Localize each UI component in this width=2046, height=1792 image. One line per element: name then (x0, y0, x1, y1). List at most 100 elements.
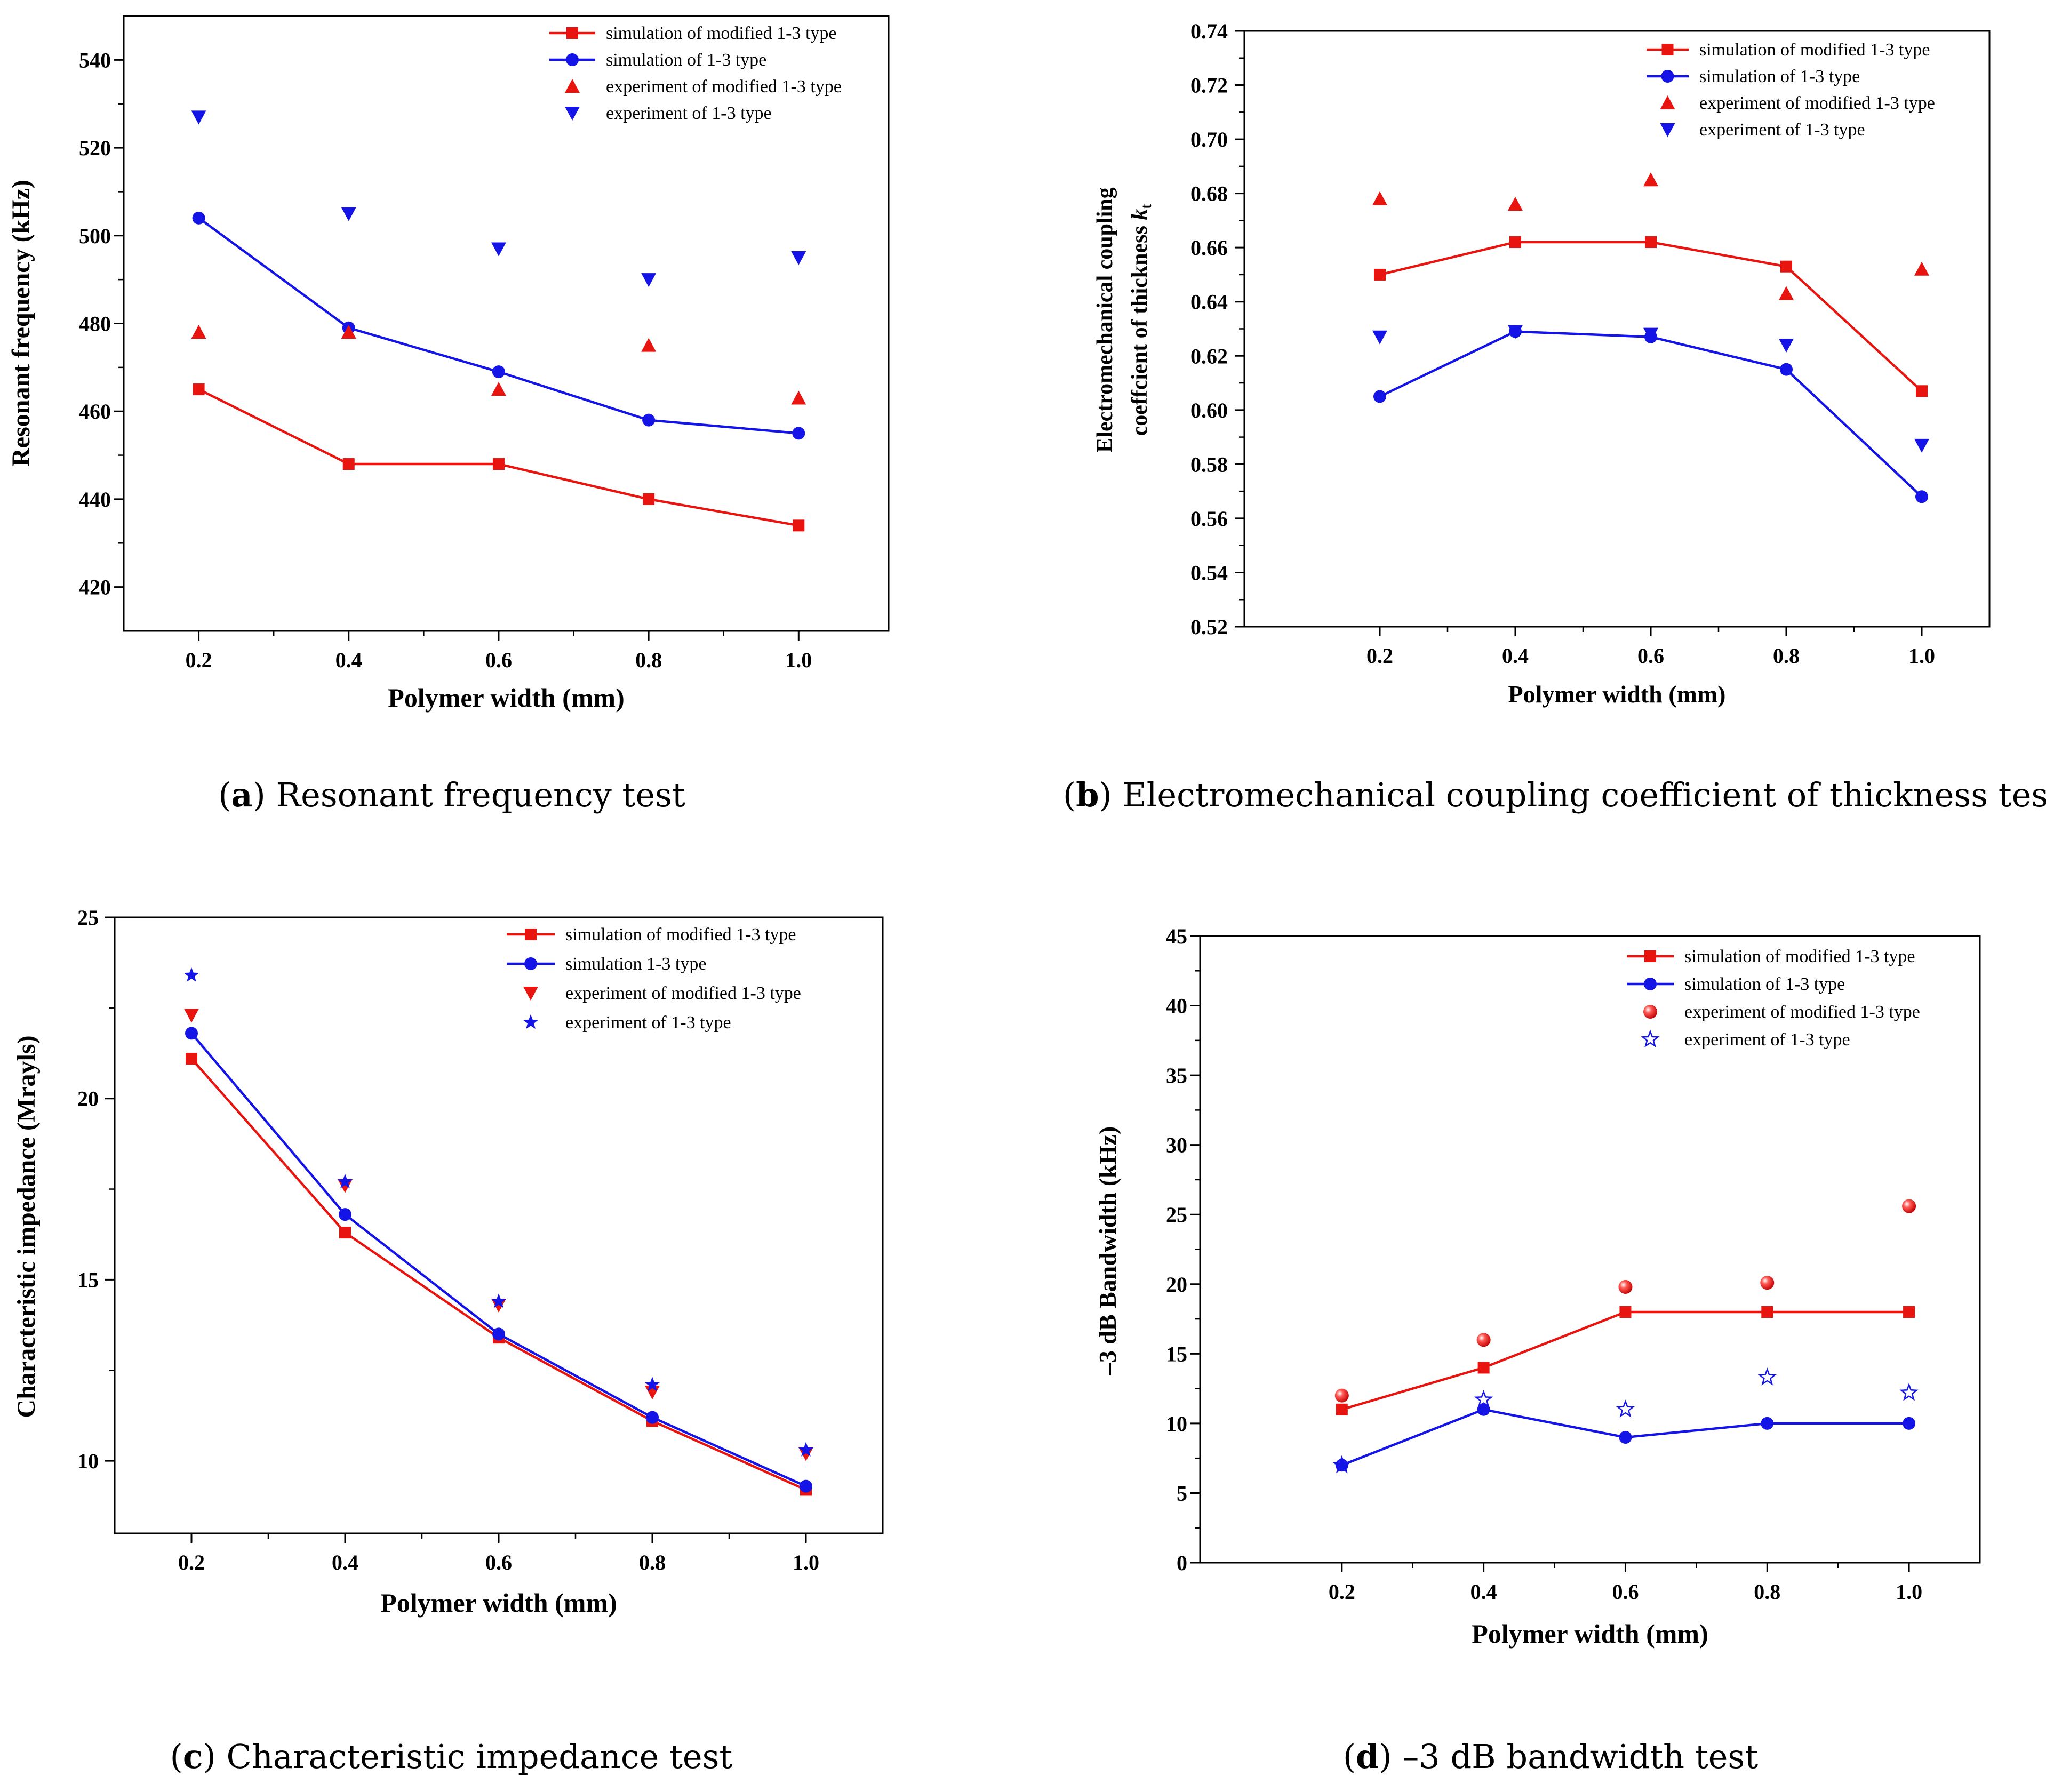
data-point (1779, 286, 1794, 300)
legend-marker (1660, 123, 1675, 137)
data-point (185, 1027, 198, 1040)
y-tick-label: 0.72 (1190, 74, 1228, 98)
data-point (791, 390, 806, 405)
y-axis-title: Characteristic impedance (Mrayls) (12, 1035, 41, 1418)
legend-marker (1644, 978, 1657, 990)
data-point (183, 967, 199, 982)
y-tick-label: 0.60 (1190, 398, 1228, 422)
legend-marker (1661, 44, 1674, 55)
y-tick-label: 0.74 (1190, 19, 1228, 43)
data-point (1643, 172, 1658, 187)
data-point (1780, 363, 1793, 376)
data-point (1761, 1306, 1773, 1318)
data-point (191, 324, 206, 339)
data-point (793, 519, 805, 532)
data-point (491, 1293, 507, 1308)
y-tick-label: 25 (1166, 1203, 1187, 1227)
y-tick-label: 420 (79, 575, 111, 599)
series-3 (183, 967, 814, 1457)
legend: simulation of modified 1-3 type simulatio… (549, 23, 842, 123)
series-2 (1372, 172, 1929, 300)
data-point (193, 383, 205, 396)
series-0 (193, 383, 805, 532)
data-point (643, 493, 655, 505)
legend-marker (525, 929, 537, 940)
data-point (491, 382, 506, 396)
x-tick-label: 0.6 (485, 648, 512, 672)
data-point (1903, 1417, 1916, 1430)
data-point (492, 458, 505, 470)
y-tick-label: 20 (77, 1087, 99, 1111)
series-0 (1336, 1306, 1915, 1415)
legend-marker (565, 107, 580, 121)
x-tick-label: 0.6 (485, 1550, 512, 1574)
x-tick-label: 0.8 (639, 1550, 666, 1574)
y-tick-label: 15 (77, 1268, 99, 1292)
x-tick-label: 0.8 (1773, 644, 1800, 668)
legend-label: simulation of modified 1-3 type (606, 23, 837, 43)
legend-label: simulation of 1-3 type (606, 50, 766, 70)
y-tick-label: 30 (1166, 1133, 1187, 1157)
legend-label: simulation of 1-3 type (1684, 974, 1845, 994)
x-axis-title: Polymer width (mm) (388, 683, 624, 713)
data-point (1643, 327, 1658, 342)
legend-label: experiment of 1-3 type (606, 103, 772, 123)
y-axis-title-line2: coeffcient of thickness kt (1128, 204, 1154, 436)
series-line (1341, 1310, 1909, 1411)
data-point (191, 110, 206, 125)
series-0 (1374, 236, 1928, 397)
data-point (641, 273, 657, 287)
data-point (1374, 268, 1386, 281)
x-tick-label: 0.2 (186, 648, 212, 672)
y-tick-label: 540 (79, 48, 111, 72)
series-line (1379, 330, 1923, 498)
y-tick-label: 25 (77, 906, 99, 930)
data-point (1332, 1455, 1352, 1474)
y-tick-label: 40 (1166, 994, 1187, 1018)
data-point (341, 207, 356, 221)
legend-marker (1641, 1029, 1660, 1047)
data-point (1477, 1362, 1490, 1374)
x-tick-label: 1.0 (785, 648, 812, 672)
series-3 (1332, 1367, 1919, 1474)
legend-label: experiment of 1-3 type (1684, 1030, 1850, 1050)
series-2 (191, 324, 806, 405)
y-tick-label: 0.52 (1190, 615, 1228, 639)
y-tick-label: 500 (79, 224, 111, 248)
data-point (1373, 390, 1386, 403)
data-point (798, 1442, 814, 1457)
y-tick-label: 460 (79, 399, 111, 423)
x-tick-label: 1.0 (793, 1550, 819, 1574)
data-point (642, 413, 656, 427)
x-tick-label: 0.6 (1612, 1580, 1639, 1604)
data-point (1902, 1199, 1916, 1213)
data-point (341, 324, 356, 339)
legend-marker (1660, 95, 1675, 109)
data-point (644, 1377, 660, 1391)
series-0 (186, 1052, 812, 1496)
data-point (339, 1208, 351, 1221)
x-tick-label: 1.0 (1896, 1580, 1922, 1604)
y-tick-label: 0.70 (1190, 127, 1228, 151)
data-point (1903, 1306, 1915, 1318)
data-point (800, 1479, 812, 1493)
y-tick-label: 10 (1166, 1412, 1187, 1436)
legend-label: experiment of 1-3 type (1699, 120, 1865, 140)
y-axis-title: Resonant frequency (kHz) (7, 180, 35, 467)
legend-marker (523, 1014, 539, 1029)
x-tick-label: 0.8 (635, 648, 662, 672)
chart-panel-a: 0.2 0.4 0.6 0.8 1.0 420 440 460 480 500 520 540 Poly… (7, 15, 890, 814)
chart-panel-b: 0.2 0.4 0.6 0.8 1.0 0.52 0.54 0.56 0.58 0.60 0.62 0… (1063, 19, 2046, 814)
x-tick-label: 0.6 (1637, 644, 1664, 668)
chart-panel-d: 0.2 0.4 0.6 0.8 1.0 0 5 10 15 20 25 30 35 40 45 Polymer… (1094, 924, 1981, 1776)
x-axis-title: Polymer width (mm) (1472, 1619, 1708, 1649)
data-point (1334, 1388, 1349, 1403)
y-axis-title: –3 dB Bandwidth (kHz) (1094, 1126, 1121, 1376)
panel-caption: (b) Electromechanical coupling coefficie… (1063, 775, 2046, 814)
legend-label: experiment of modified 1-3 type (1699, 93, 1935, 113)
y-tick-label: 0.56 (1190, 507, 1228, 531)
y-tick-label: 520 (79, 136, 111, 160)
y-tick-label: 35 (1166, 1063, 1187, 1087)
x-tick-label: 0.4 (335, 648, 362, 672)
